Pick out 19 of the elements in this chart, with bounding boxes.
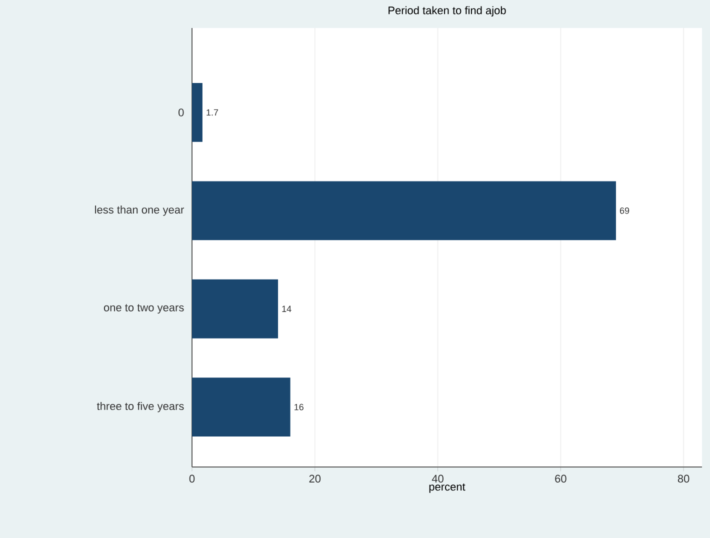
chart-title: Period taken to find ajob: [388, 6, 506, 16]
x-tick-label: 0: [189, 474, 195, 483]
data-label: 16: [294, 404, 304, 410]
bar: [192, 181, 616, 240]
bar: [192, 82, 202, 142]
data-label: 1.7: [206, 109, 218, 116]
y-tick-label: 0: [178, 108, 184, 116]
y-tick-label: three to five years: [96, 402, 184, 412]
x-tick-label: 40: [432, 474, 444, 483]
x-tick-label: 60: [555, 474, 566, 483]
data-label: 69: [620, 207, 630, 214]
y-tick-label: one to two years: [104, 304, 184, 314]
bar: [192, 279, 278, 338]
x-axis-title: percent: [429, 483, 466, 493]
x-tick-label: 80: [678, 474, 690, 483]
bar: [192, 378, 290, 437]
y-tick-label: less than one year: [95, 206, 184, 216]
x-tick-label: 20: [309, 474, 321, 483]
data-label: 14: [282, 306, 292, 312]
